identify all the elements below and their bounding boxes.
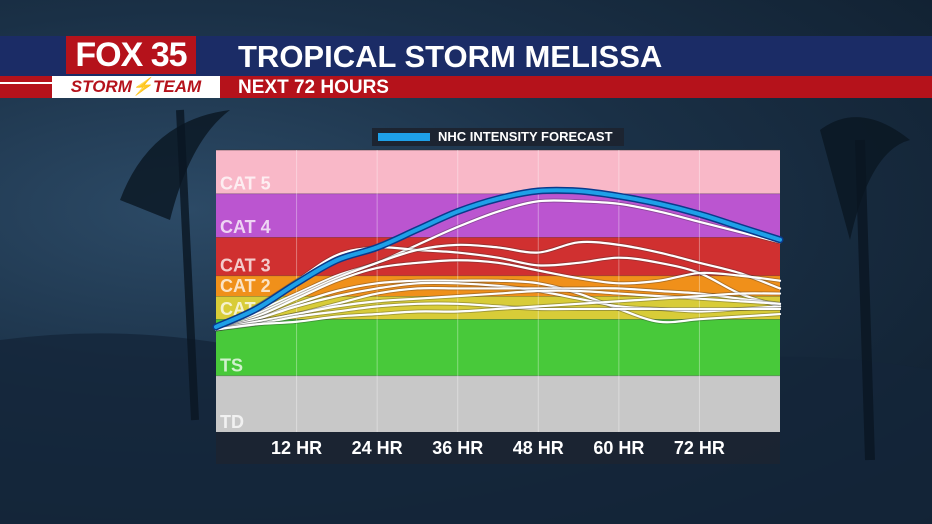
band-label-cat-4: CAT 4	[220, 217, 271, 237]
model-line-9	[214, 302, 782, 331]
band-label-td: TD	[220, 412, 244, 432]
page-subtitle: NEXT 72 HOURS	[238, 77, 389, 98]
model-line-10	[214, 292, 782, 331]
logo-fox35: FOX 35	[66, 36, 196, 74]
x-tick-label-2: 24 HR	[352, 438, 403, 458]
forecast-lines	[212, 186, 784, 332]
legend: NHC INTENSITY FORECAST	[372, 128, 624, 146]
model-line-3	[214, 240, 782, 328]
logo-storm-team: STORM⚡TEAM	[52, 76, 220, 98]
band-label-cat-3: CAT 3	[220, 256, 271, 276]
band-ts	[216, 319, 780, 376]
nhc-forecast-line	[214, 188, 782, 329]
x-tick-label-5: 60 HR	[593, 438, 644, 458]
band-td	[216, 375, 780, 432]
logo-accent-line	[0, 82, 52, 84]
legend-label-nhc: NHC INTENSITY FORECAST	[438, 129, 613, 144]
page-title: TROPICAL STORM MELISSA	[238, 39, 663, 74]
fox35-storm-team-logo: FOX 35 STORM⚡TEAM	[52, 36, 220, 98]
legend-swatch-nhc	[378, 133, 430, 141]
category-bands	[216, 149, 780, 432]
model-line-1	[214, 199, 782, 328]
x-axis-background	[216, 432, 780, 464]
band-label-ts: TS	[220, 356, 243, 376]
x-tick-labels: 12 HR 24 HR 36 HR 48 HR 60 HR 72 HR	[271, 438, 725, 458]
band-label-cat-5: CAT 5	[220, 174, 271, 194]
band-label-cat-2: CAT 2	[220, 276, 271, 296]
x-tick-label-1: 12 HR	[271, 438, 322, 458]
band-cat-5	[216, 150, 780, 194]
model-line-5	[214, 279, 782, 331]
band-cat-1	[216, 296, 780, 320]
x-tick-label-6: 72 HR	[674, 438, 725, 458]
x-tick-label-4: 48 HR	[513, 438, 564, 458]
model-line-4	[214, 259, 782, 331]
x-tick-label-3: 36 HR	[432, 438, 483, 458]
model-line-6	[214, 281, 782, 331]
subheader-bar	[0, 76, 932, 98]
